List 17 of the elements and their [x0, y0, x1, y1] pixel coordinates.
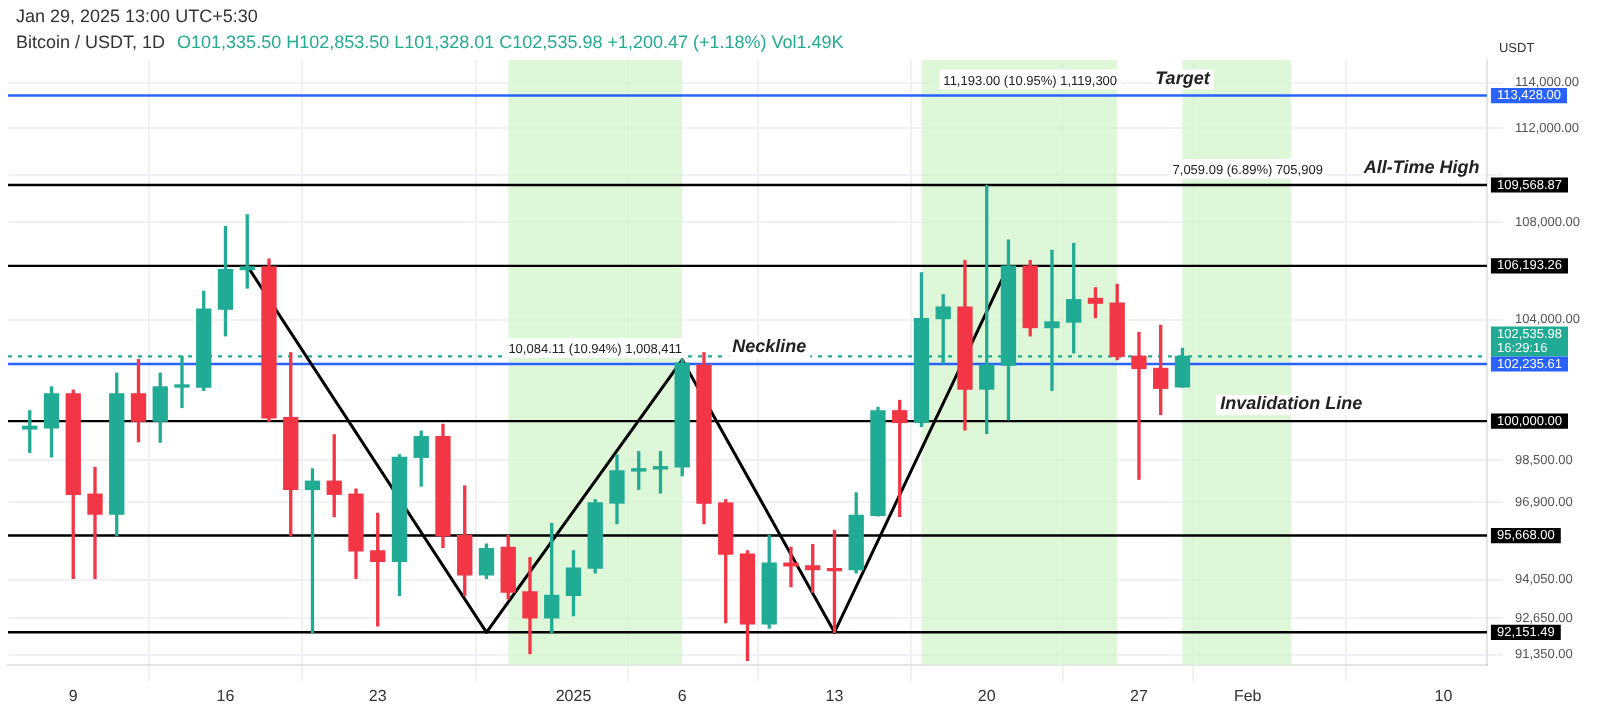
x-tick-label: 16	[216, 686, 236, 705]
chart-title: Bitcoin / USDT, 1D	[16, 32, 166, 52]
x-tick-label: 20	[977, 686, 997, 705]
annotation: All-Time High	[1361, 156, 1481, 177]
x-tick-label: 13	[825, 686, 845, 705]
x-tick-label: 10	[1434, 686, 1454, 705]
annotation: Target	[1155, 67, 1212, 88]
chart-subtitle: O101,335.50 H102,853.50 L101,328.01 C102,535.98 +1,200.47 (+1.18%) Vol1.49K	[177, 32, 844, 52]
x-tick-label: 2025	[555, 686, 593, 705]
x-tick-label: 6	[677, 686, 688, 705]
x-tick-label: 27	[1130, 686, 1149, 705]
text: Jan 29, 2025 13:00 UTC+5:30	[16, 4, 260, 30]
x-tick-label: 23	[368, 686, 388, 705]
x-tick-label: 9	[68, 686, 79, 705]
annotation: Invalidation Line	[1220, 393, 1363, 414]
annotation: Neckline	[732, 335, 807, 356]
x-tick-label: Feb	[1233, 686, 1263, 705]
